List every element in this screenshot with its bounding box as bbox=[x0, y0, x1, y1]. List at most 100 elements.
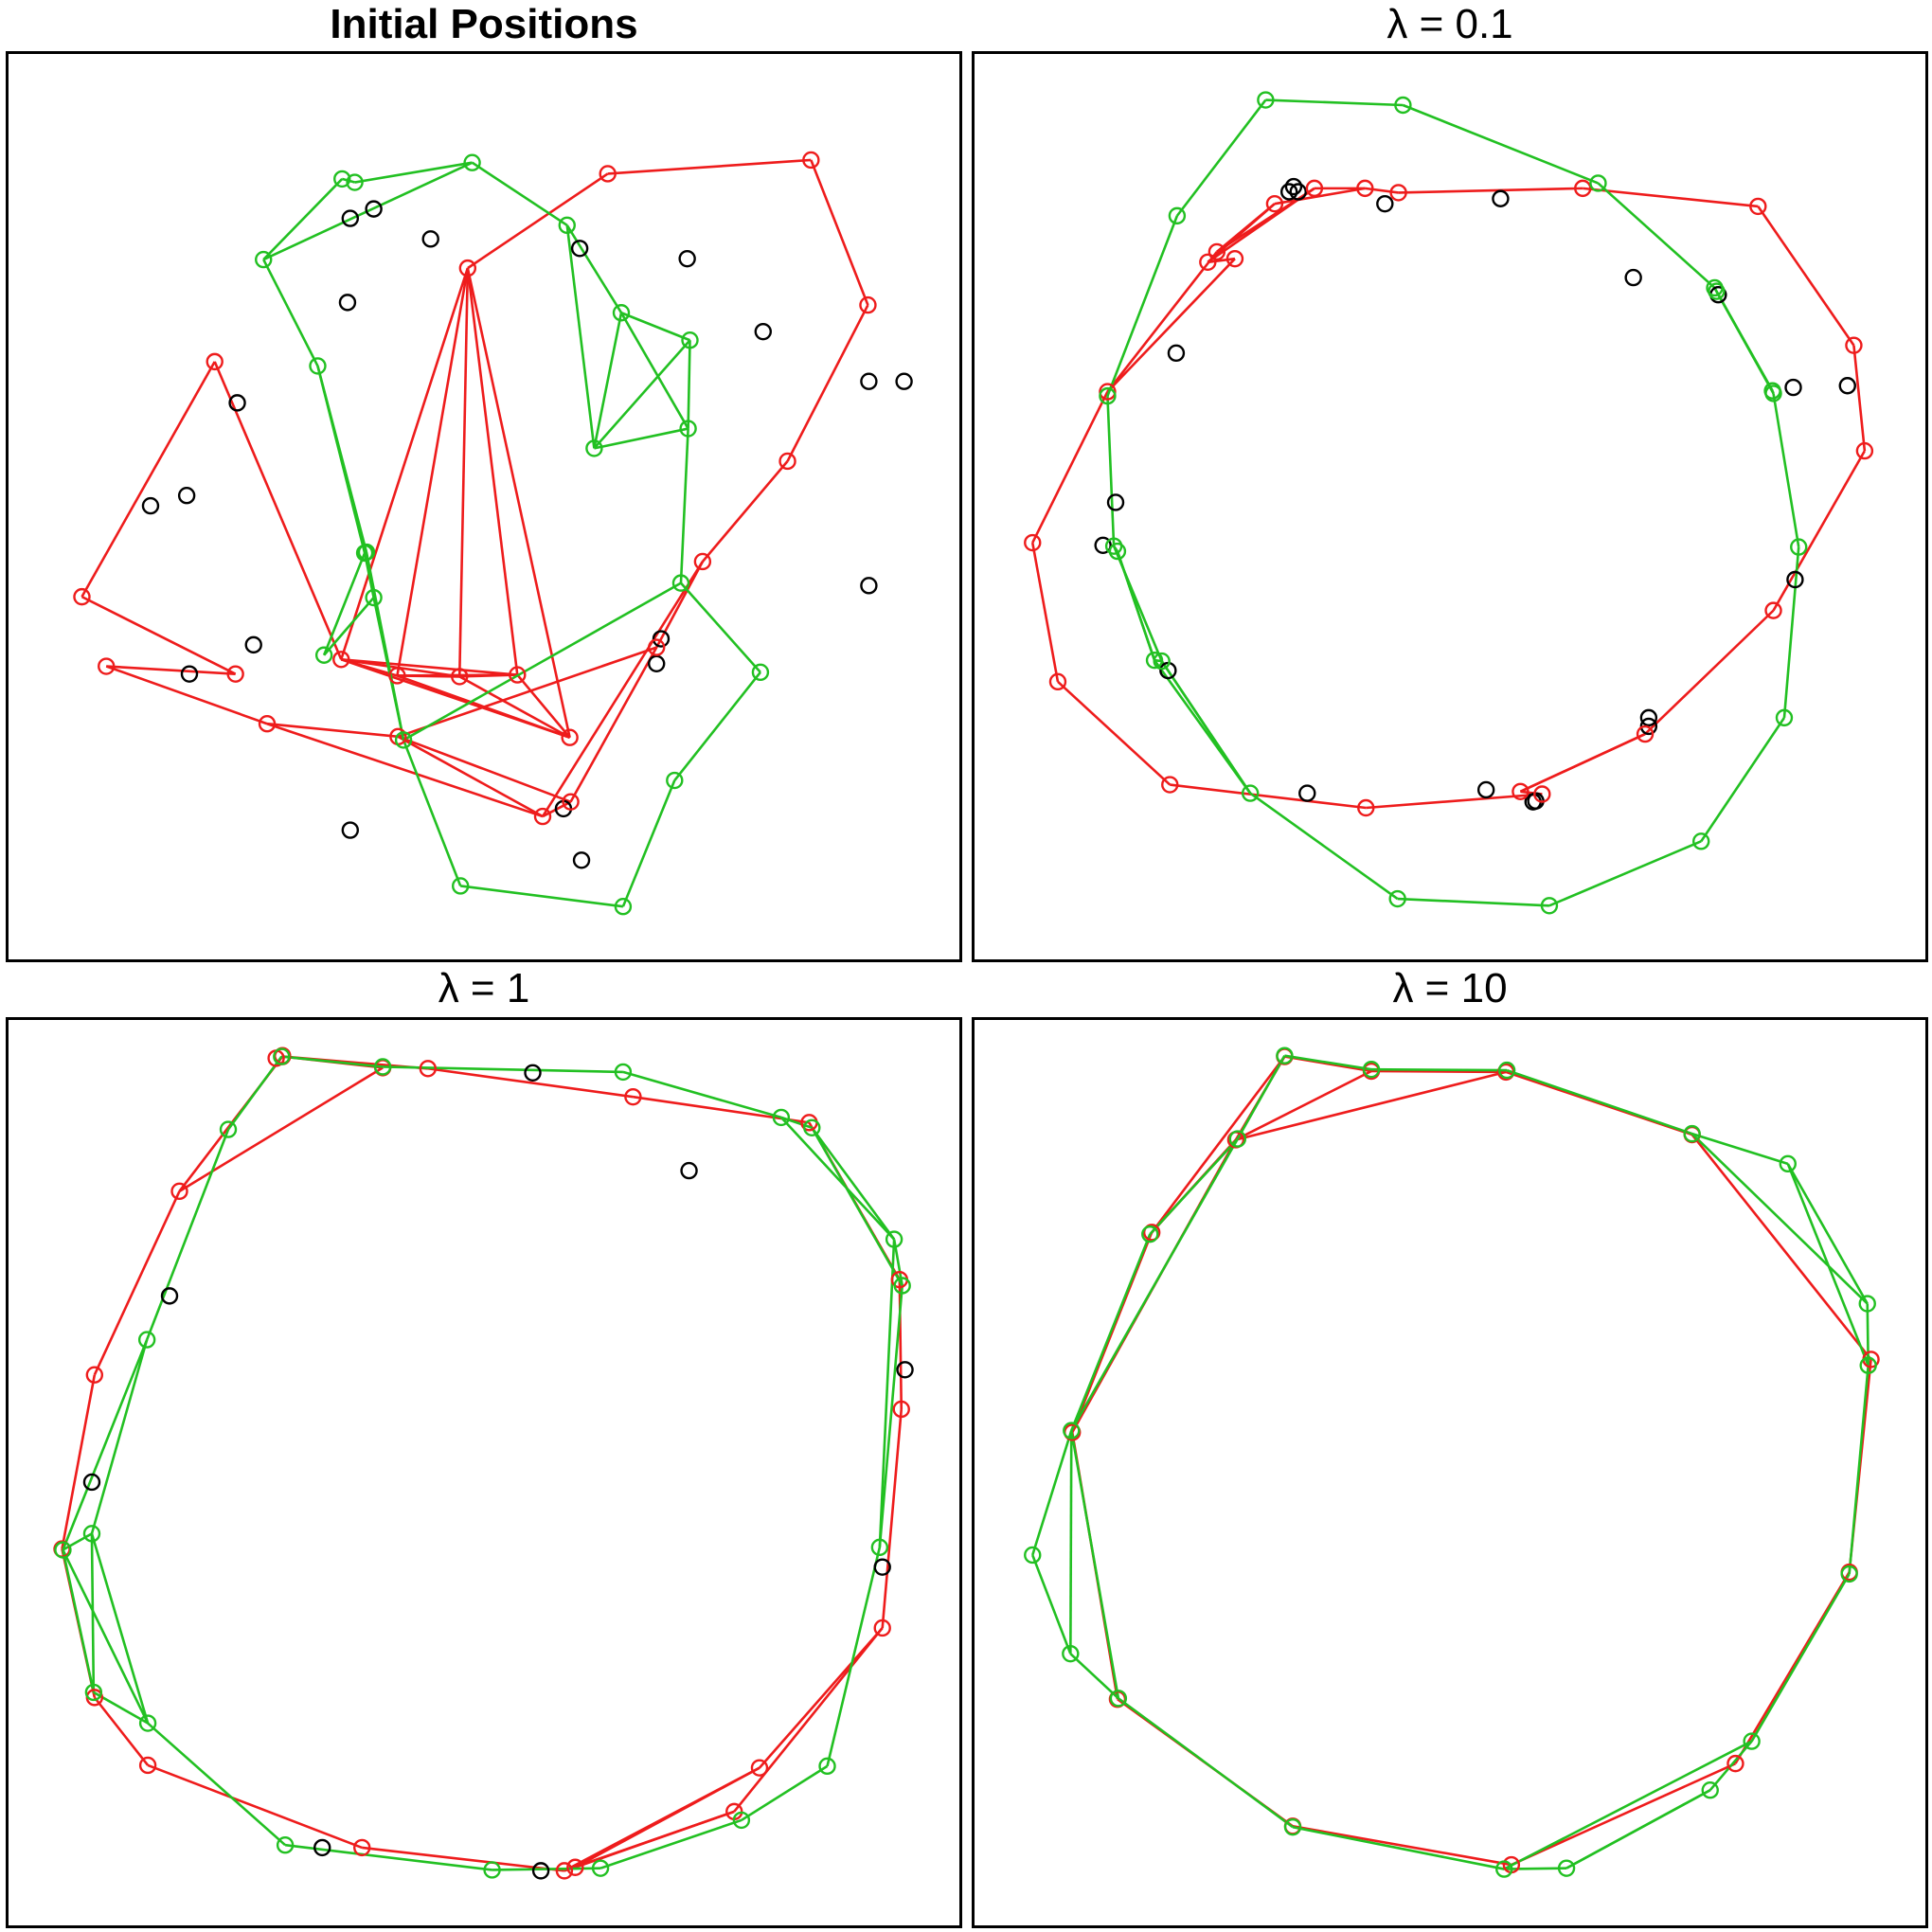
red-point bbox=[73, 587, 91, 606]
panel-initial-positions bbox=[6, 51, 962, 962]
green-edge bbox=[1690, 1133, 1869, 1305]
red-edge bbox=[93, 1190, 181, 1376]
black-point bbox=[1786, 570, 1804, 589]
black-point bbox=[678, 249, 696, 268]
red-point bbox=[1855, 441, 1874, 460]
red-edge bbox=[733, 1627, 884, 1813]
green-point bbox=[679, 420, 697, 438]
red-edge bbox=[93, 1696, 150, 1766]
red-point bbox=[458, 259, 477, 277]
green-point bbox=[1701, 1781, 1719, 1799]
green-edge bbox=[1782, 546, 1800, 718]
black-point bbox=[860, 577, 878, 595]
green-point bbox=[893, 1277, 911, 1295]
green-edge bbox=[1031, 1554, 1072, 1655]
green-edge bbox=[402, 581, 682, 742]
red-point bbox=[85, 1366, 104, 1384]
red-edge bbox=[1644, 609, 1775, 736]
red-point bbox=[332, 651, 350, 669]
green-edge bbox=[1031, 1430, 1073, 1556]
green-edge bbox=[779, 1117, 896, 1241]
green-edge bbox=[262, 161, 474, 261]
black-point bbox=[1298, 784, 1316, 802]
red-point bbox=[1305, 179, 1324, 198]
green-edge bbox=[593, 312, 623, 449]
red-edge bbox=[1208, 257, 1236, 264]
plot-frame bbox=[972, 51, 1928, 962]
green-point bbox=[1276, 1046, 1294, 1064]
red-edge bbox=[516, 673, 571, 739]
green-point bbox=[138, 1714, 157, 1732]
red-edge bbox=[881, 1408, 903, 1629]
green-edge bbox=[1292, 1825, 1505, 1870]
green-edge bbox=[460, 885, 624, 908]
red-edge bbox=[786, 304, 869, 462]
green-edge bbox=[1160, 660, 1252, 795]
red-edge bbox=[1366, 793, 1543, 810]
green-edge bbox=[262, 178, 344, 260]
red-edge bbox=[1398, 187, 1583, 194]
red-point bbox=[1356, 179, 1374, 198]
green-point bbox=[1495, 1860, 1513, 1878]
black-point bbox=[313, 1838, 331, 1857]
green-point bbox=[772, 1108, 791, 1127]
red-edge bbox=[1757, 206, 1855, 347]
green-edge bbox=[471, 161, 568, 226]
green-point bbox=[1692, 832, 1710, 850]
red-point bbox=[170, 1182, 188, 1201]
green-edge bbox=[62, 1532, 93, 1551]
green-edge bbox=[383, 1065, 623, 1074]
black-point bbox=[680, 1161, 698, 1180]
red-point bbox=[1726, 1754, 1744, 1773]
red-edge bbox=[397, 673, 518, 677]
red-edge bbox=[1365, 187, 1399, 194]
green-point bbox=[732, 1811, 751, 1830]
red-point bbox=[750, 1759, 769, 1777]
red-edge bbox=[362, 1846, 565, 1872]
green-point bbox=[1099, 386, 1117, 405]
red-edge bbox=[213, 361, 343, 660]
green-point bbox=[612, 304, 631, 322]
green-point bbox=[1257, 91, 1275, 109]
green-edge bbox=[619, 312, 689, 430]
green-point bbox=[1283, 1817, 1302, 1836]
red-edge bbox=[1057, 680, 1172, 786]
black-point bbox=[570, 240, 589, 258]
green-edge bbox=[145, 1129, 230, 1341]
green-edge bbox=[322, 552, 367, 656]
red-edge bbox=[266, 722, 544, 818]
red-point bbox=[1208, 242, 1226, 261]
red-edge bbox=[569, 646, 658, 803]
red-edge bbox=[1235, 1070, 1507, 1141]
green-edge bbox=[90, 1339, 149, 1534]
green-edge bbox=[1786, 1163, 1869, 1367]
red-point bbox=[1225, 249, 1244, 268]
red-edge bbox=[1583, 187, 1759, 208]
black-point bbox=[338, 294, 357, 312]
red-edge bbox=[457, 268, 470, 677]
green-edge bbox=[1069, 1430, 1120, 1699]
red-edge bbox=[607, 158, 812, 175]
red-edge bbox=[1207, 203, 1276, 263]
red-point bbox=[1357, 798, 1375, 817]
green-edge bbox=[593, 339, 691, 450]
green-edge bbox=[323, 597, 375, 656]
green-edge bbox=[565, 224, 623, 313]
red-edge bbox=[1511, 1762, 1736, 1867]
red-point bbox=[1749, 197, 1767, 216]
green-point bbox=[1790, 538, 1808, 556]
red-point bbox=[1199, 253, 1217, 271]
green-point bbox=[451, 877, 470, 895]
red-edge bbox=[1151, 1055, 1286, 1234]
green-point bbox=[137, 1331, 156, 1349]
green-point bbox=[1859, 1356, 1877, 1374]
green-edge bbox=[1284, 1054, 1372, 1071]
red-point bbox=[1574, 179, 1592, 198]
panel-lambda-1 bbox=[6, 1017, 962, 1928]
red-edge bbox=[467, 172, 609, 270]
green-point bbox=[346, 173, 364, 191]
black-point bbox=[228, 394, 246, 412]
green-edge bbox=[1175, 98, 1267, 217]
red-edge bbox=[458, 675, 571, 739]
red-point bbox=[1024, 533, 1042, 552]
